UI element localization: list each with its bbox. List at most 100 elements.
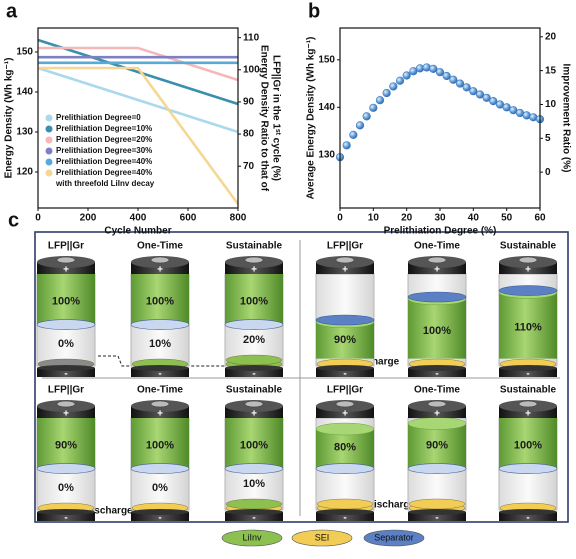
point — [462, 83, 471, 92]
point — [382, 88, 391, 98]
battery-nub — [518, 400, 538, 408]
battery-base-top — [37, 365, 95, 371]
x-tick-label: 50 — [501, 213, 513, 224]
battery-base-top — [499, 365, 557, 371]
battery-base-top — [131, 365, 189, 371]
point — [489, 97, 498, 106]
series-line — [38, 46, 239, 82]
battery-label: Sustainable — [500, 385, 557, 396]
x-tick-label: 40 — [468, 213, 480, 224]
level-label: 90% — [426, 440, 448, 452]
level-label: 20% — [243, 334, 265, 346]
y-tick-label: 150 — [16, 47, 33, 58]
minus: - — [64, 369, 67, 380]
battery-base — [37, 368, 95, 377]
battery-base — [408, 512, 466, 521]
plus: + — [251, 409, 257, 420]
battery-label: Sustainable — [226, 385, 283, 396]
legend-marker — [45, 147, 53, 155]
battery-label: One-Time — [414, 385, 460, 396]
level-label: 90% — [334, 334, 356, 346]
y2-axis-label: LFP||Gr in the 1ˢᵗ cycle (%) — [270, 55, 281, 181]
legend-label: Prelithiation Degree=20% — [56, 135, 152, 144]
separator — [498, 285, 558, 296]
battery-base — [37, 512, 95, 521]
legend-marker — [45, 136, 53, 144]
x-tick-label: 30 — [434, 213, 446, 224]
battery-label: Sustainable — [500, 241, 557, 252]
battery-base — [225, 512, 283, 521]
battery-label: One-Time — [414, 241, 460, 252]
plus: + — [434, 409, 440, 420]
legend-label: LiInv — [242, 532, 262, 542]
point — [482, 93, 491, 102]
bottom-layer — [225, 354, 283, 366]
y-tick-label: 130 — [318, 149, 335, 160]
y-tick-label: 120 — [16, 167, 33, 178]
battery-label: LFP||Gr — [48, 385, 84, 396]
diagram-frame — [34, 231, 569, 523]
minus: - — [435, 513, 438, 524]
battery-base-top — [225, 509, 283, 515]
level-label: 0% — [58, 482, 74, 494]
y-tick-label: 150 — [318, 54, 335, 65]
y2-tick-label: 110 — [243, 32, 260, 43]
battery-nub — [335, 256, 355, 264]
battery-base-top — [408, 509, 466, 515]
level-label: 10% — [149, 338, 171, 350]
y2-tick-label: 10 — [545, 99, 557, 110]
battery-base-top — [316, 509, 374, 515]
battery-label: One-Time — [137, 241, 183, 252]
minus: - — [158, 369, 161, 380]
plus: + — [63, 409, 69, 420]
minus: - — [343, 513, 346, 524]
legend-marker — [45, 169, 53, 177]
y-tick-label: 140 — [318, 102, 335, 113]
green-band — [499, 418, 557, 469]
level-label: 90% — [55, 440, 77, 452]
green-band — [225, 274, 283, 325]
level-label: 110% — [514, 321, 542, 333]
point — [442, 71, 451, 81]
battery-label: Sustainable — [226, 241, 283, 252]
y2-tick-label: 70 — [243, 161, 255, 172]
y2-tick-label: 5 — [545, 133, 551, 144]
x-tick-label: 60 — [534, 213, 546, 224]
series-line — [37, 66, 239, 134]
battery-nub — [518, 256, 538, 264]
x-tick-label: 400 — [130, 213, 147, 224]
battery-nub — [56, 256, 76, 264]
plus: + — [434, 265, 440, 276]
x-tick-label: 0 — [35, 213, 41, 224]
separator — [315, 314, 375, 326]
level-label: 100% — [514, 440, 542, 452]
battery-base — [225, 368, 283, 377]
legend-label: Separator — [374, 532, 414, 542]
point — [389, 82, 398, 91]
legend-swatch — [221, 529, 283, 547]
separator — [407, 463, 467, 474]
legend-marker — [45, 158, 53, 166]
x-tick-label: 200 — [80, 213, 97, 224]
plot-frame — [339, 27, 541, 209]
level-label: 100% — [146, 296, 174, 308]
legend-label: Prelithiation Degree=40% — [56, 168, 152, 177]
level-label: 100% — [423, 325, 451, 337]
x-tick-label: 800 — [230, 213, 247, 224]
y2-tick-label: 100 — [243, 64, 260, 75]
green-band — [316, 429, 374, 469]
level-label: 0% — [58, 338, 74, 350]
separator — [224, 319, 284, 330]
y2-axis-label: Improvement Ratio (%) — [560, 64, 571, 173]
separator — [36, 319, 96, 330]
x-axis-label: Cycle Number — [104, 226, 171, 237]
y2-tick-label: 20 — [545, 31, 557, 42]
y2-tick-label: 90 — [243, 97, 255, 108]
plus: + — [251, 265, 257, 276]
point — [369, 103, 378, 112]
legend-marker — [45, 114, 53, 122]
green-band — [499, 292, 557, 359]
point — [435, 68, 445, 77]
battery-nub — [150, 400, 170, 408]
